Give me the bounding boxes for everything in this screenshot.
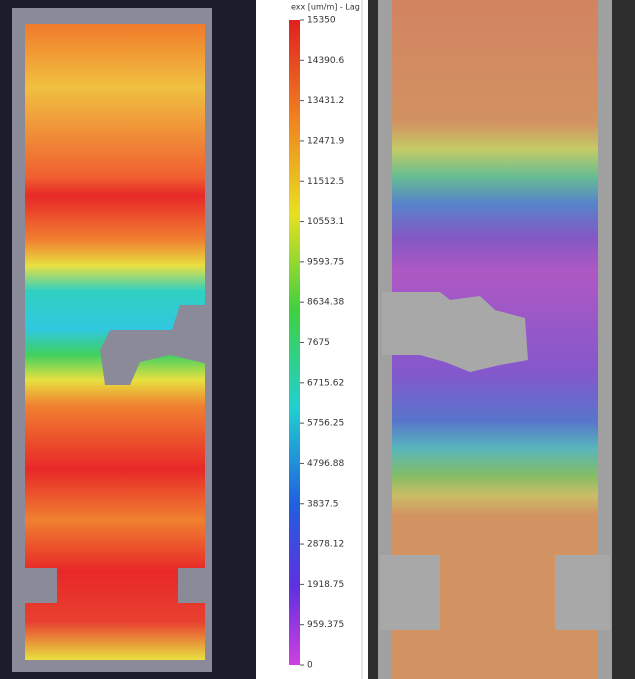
tick-label: 8634.38	[307, 298, 344, 308]
tick-label: 15350	[307, 16, 336, 26]
tick-label: 0	[307, 661, 313, 671]
notch	[555, 555, 610, 630]
tick-label: 1918.75	[307, 580, 344, 590]
tick-label: 14390.6	[307, 56, 344, 66]
tick-label: 959.375	[307, 620, 344, 630]
notch	[12, 568, 57, 603]
tick-label: 10553.1	[307, 217, 344, 227]
tick-label: 5756.25	[307, 419, 344, 429]
tick-label: 2878.12	[307, 540, 344, 550]
colorbar-title: exx [um/m] - Lag	[291, 3, 360, 12]
tick-label: 9593.75	[307, 257, 344, 267]
tick-label: 4796.88	[307, 459, 344, 469]
tick-label: 3837.5	[307, 499, 339, 509]
tick-label: 12471.9	[307, 136, 344, 146]
page: exx [um/m] - Lag 15350 14390.6 13431.2 1247…	[0, 0, 635, 679]
tick-label: 7675	[307, 338, 330, 348]
tick-label: 11512.5	[307, 177, 344, 187]
colorbar: 15350 14390.6 13431.2 12471.9 11512.5 10553.1…	[289, 16, 344, 671]
tick-label: 6715.62	[307, 378, 344, 388]
tick-label: 13431.2	[307, 96, 344, 106]
notch	[178, 568, 212, 603]
notch	[380, 555, 440, 630]
colorbar-gradient	[289, 20, 300, 665]
